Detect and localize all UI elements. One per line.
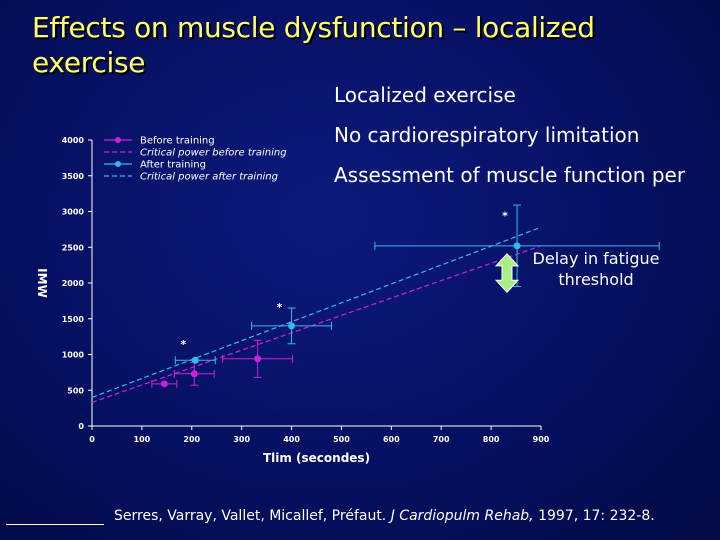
chart-axes: 0 100 200 300 400 500 600 700 800 900 0 500 1000 1500… [35,136,550,465]
double-arrow-shape [494,253,520,294]
data-point-series-1-0 [191,356,199,364]
data-point-series-0-2 [254,355,262,363]
data-point-series-0-1 [190,370,198,378]
significance-marker: * [277,301,283,314]
bullet-list: Localized exercise No cardiorespiratory … [334,78,720,198]
citation-rule [6,524,104,525]
y-tick-label: 2500 [62,243,85,252]
data-point-series-1-1 [288,322,296,330]
x-tick-label: 900 [533,435,550,444]
legend-marker-0 [115,137,121,143]
significance-marker: * [502,209,508,222]
citation-details: 1997, 17: 232-8. [538,508,655,524]
x-tick-label: 300 [233,435,250,444]
legend-label-3: Critical power after training [140,172,278,183]
y-tick-label: 3000 [62,208,85,217]
data-points: * * * [151,204,660,388]
bullet-assessment-muscle-function: Assessment of muscle function per [334,163,686,187]
data-point-series-0-0 [160,380,168,388]
legend-label-1: Critical power before training [140,148,287,159]
fit-lines [91,226,542,403]
bullet-no-cardiorespiratory-limitation: No cardiorespiratory limitation [334,123,640,147]
bullet-localized-exercise: Localized exercise [334,83,516,107]
y-tick-label: 0 [78,422,84,431]
y-tick-label: 1500 [62,315,85,324]
data-point-series-1-2 [513,242,521,250]
y-tick-label: 1000 [62,351,85,360]
y-tick-label: 2000 [62,279,85,288]
citation: Serres, Varray, Vallet, Micallef, Préfau… [114,508,655,524]
citation-authors: Serres, Varray, Vallet, Micallef, Préfau… [114,508,387,524]
y-tick-label: 3500 [62,172,85,181]
x-tick-label: 800 [483,435,500,444]
x-axis-label: Tlim (secondes) [263,451,370,465]
double-arrow-icon [494,253,520,294]
x-tick-label: 200 [183,435,200,444]
x-tick-label: 700 [433,435,450,444]
citation-journal: J Cardiopulm Rehab, [390,508,534,524]
significance-marker: * [180,338,186,351]
annotation-text-line-1: Delay in fatigue [533,249,660,268]
legend-marker-2 [115,161,121,167]
y-axis-label: IMW [35,268,49,298]
annotation-text-line-2: threshold [558,270,633,289]
legend-label-2: After training [140,160,206,171]
y-tick-label: 500 [67,386,84,395]
x-tick-label: 600 [383,435,400,444]
fit-line-series-0 [91,245,542,403]
x-tick-label: 0 [89,435,95,444]
y-tick-label: 4000 [62,136,85,145]
fatigue-annotation: Delay in fatigue threshold [494,249,660,294]
fit-line-series-1 [91,226,542,398]
x-tick-label: 100 [134,435,151,444]
x-tick-label: 400 [283,435,300,444]
x-tick-label: 500 [333,435,350,444]
legend-label-0: Before training [140,136,215,147]
slide-title: Effects on muscle dysfunction – localize… [32,11,595,79]
